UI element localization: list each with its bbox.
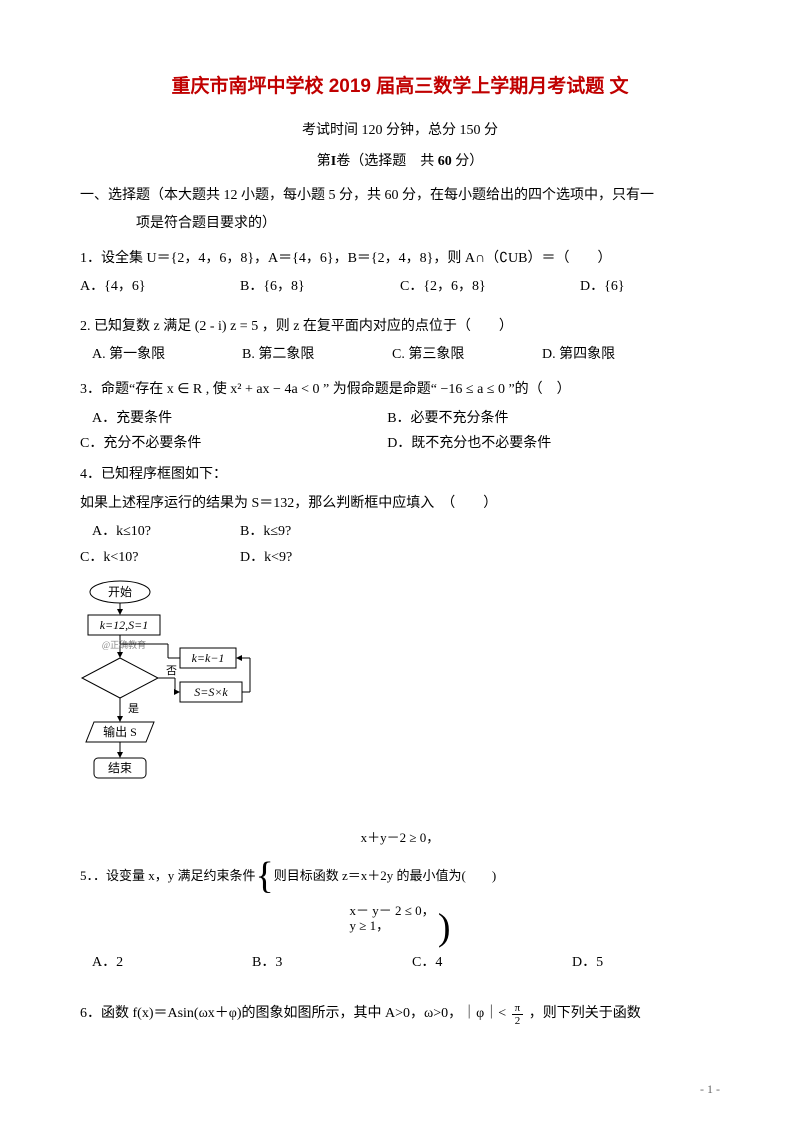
- fc-yes: 是: [128, 702, 139, 715]
- page-title: 重庆市南坪中学校 2019 届高三数学上学期月考试题 文: [80, 70, 720, 104]
- q5-opt-a: A．2: [92, 950, 212, 975]
- brace-right: ): [438, 906, 451, 948]
- q4-opt-c: C．k<10?: [80, 545, 200, 570]
- q4-opt-b: B．k≤9?: [240, 519, 291, 544]
- q3-opt-c: C．充分不必要条件: [80, 431, 387, 456]
- q5-c3b: y ≥ 1，: [349, 918, 389, 933]
- q2-opt-c: C. 第三象限: [392, 342, 502, 367]
- q4-sub: 如果上述程序运行的结果为 S＝132，那么判断框中应填入 （ ）: [80, 491, 720, 518]
- q5-constraint-3: x－ y－ 2 ≤ 0， y ≥ 1， ): [80, 903, 720, 947]
- q5-constraint-1: x＋y－2 ≥ 0，: [80, 828, 720, 849]
- q4-text: 4．已知程序框图如下：: [80, 462, 720, 489]
- q6-text2: ，则下列关于函数: [529, 1006, 641, 1021]
- q2-opt-b: B. 第二象限: [242, 342, 352, 367]
- q2-text: 2. 已知复数 z 满足 (2 - i) z = 5 ，则 z 在复平面内对应的…: [80, 314, 720, 341]
- page-number: - 1 -: [700, 1079, 720, 1101]
- q3-text: 3．命题“存在 x ∈ R , 使 x² + ax − 4a < 0 ” 为假命…: [80, 377, 720, 404]
- q6-frac: π 2: [512, 1002, 524, 1027]
- q5-lead: 5．．设变量 x，y 满足约束条件: [80, 864, 256, 887]
- q1-text: 1．设全集 U＝{2，4，6，8}，A＝{4，6}，B＝{2，4，8}，则 A∩…: [80, 246, 720, 273]
- instructions-line2: 项是符合题目要求的）: [80, 211, 720, 238]
- q3-opt-a: A．充要条件: [80, 406, 387, 431]
- fc-sset: S=S×k: [194, 685, 228, 699]
- q3-options: A．充要条件 B．必要不充分条件 C．充分不必要条件 D．既不充分也不必要条件: [80, 406, 720, 456]
- instructions-line1: 一、选择题（本大题共 12 小题，每小题 5 分，共 60 分，在每小题给出的四…: [80, 183, 720, 210]
- q1-opt-b: B．{6，8}: [240, 274, 360, 299]
- q6-frac-bot: 2: [512, 1015, 524, 1027]
- q5-opt-d: D．5: [572, 950, 603, 975]
- q3-opt-d: D．既不充分也不必要条件: [387, 431, 694, 456]
- brace-left: {: [256, 857, 274, 895]
- q5-opt-c: C．4: [412, 950, 532, 975]
- q6-frac-top: π: [512, 1002, 524, 1015]
- q1-opt-d: D．{6}: [580, 274, 625, 299]
- q4-options: A．k≤10? B．k≤9? C．k<10? D．k<9?: [80, 519, 720, 569]
- q2-options: A. 第一象限 B. 第二象限 C. 第三象限 D. 第四象限: [80, 342, 720, 367]
- fc-no: 否: [166, 665, 177, 677]
- flowchart: 开始 k=12,S=1 @正确教育 k=k−1 S=S×k 否 是 输出 S 结…: [80, 578, 280, 798]
- fc-end: 结束: [108, 761, 132, 775]
- exam-meta: 考试时间 120 分钟，总分 150 分: [80, 118, 720, 143]
- q1-options: A．{4，6} B．{6，8} C．{2，6，8} D．{6}: [80, 274, 720, 299]
- q5-c3a: x－ y－ 2 ≤ 0，: [349, 903, 434, 918]
- q1-opt-c: C．{2，6，8}: [400, 274, 540, 299]
- q2-opt-a: A. 第一象限: [92, 342, 202, 367]
- fc-start: 开始: [108, 585, 132, 599]
- q3-opt-b: B．必要不充分条件: [387, 406, 694, 431]
- q4-opt-a: A．k≤10?: [80, 519, 200, 544]
- q5-opt-b: B．3: [252, 950, 372, 975]
- q6-text1: 6．函数 f(x)＝Asin(ωx＋φ)的图象如图所示，其中 A>0，ω>0，｜…: [80, 1006, 510, 1021]
- section-head-text: 第I卷（选择题 共 60 分）: [317, 154, 483, 169]
- q1-opt-a: A．{4，6}: [80, 274, 200, 299]
- fc-out: 输出 S: [103, 724, 137, 739]
- q5-options: A．2 B．3 C．4 D．5: [80, 950, 720, 975]
- q4-opt-d: D．k<9?: [240, 545, 292, 570]
- fc-kdec: k=k−1: [192, 651, 225, 665]
- q5-mid: 则目标函数 z＝x＋2y 的最小值为( ): [274, 864, 496, 887]
- fc-init: k=12,S=1: [100, 618, 149, 632]
- q2-opt-d: D. 第四象限: [542, 342, 615, 367]
- q6-text: 6．函数 f(x)＝Asin(ωx＋φ)的图象如图所示，其中 A>0，ω>0，｜…: [80, 1001, 720, 1028]
- section-head: 第I卷（选择题 共 60 分）: [80, 149, 720, 174]
